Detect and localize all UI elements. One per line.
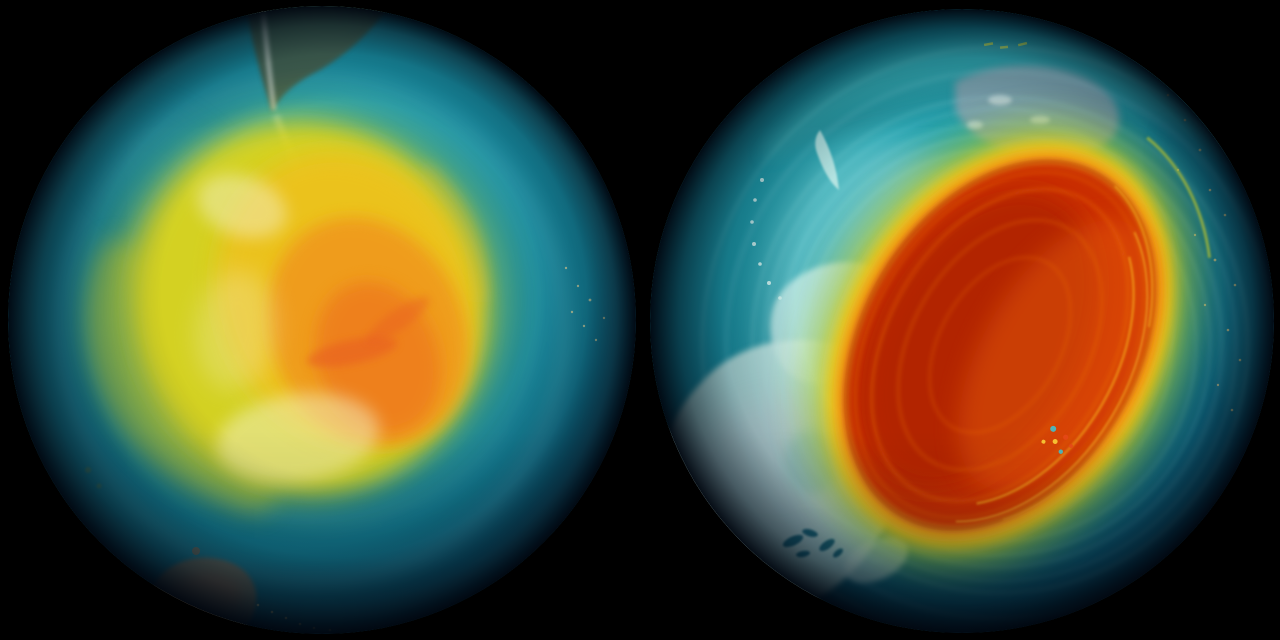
right-limb-shading xyxy=(650,9,1274,633)
left-globe xyxy=(8,6,636,634)
right-globe xyxy=(650,9,1274,633)
left-limb-shading xyxy=(8,6,636,634)
